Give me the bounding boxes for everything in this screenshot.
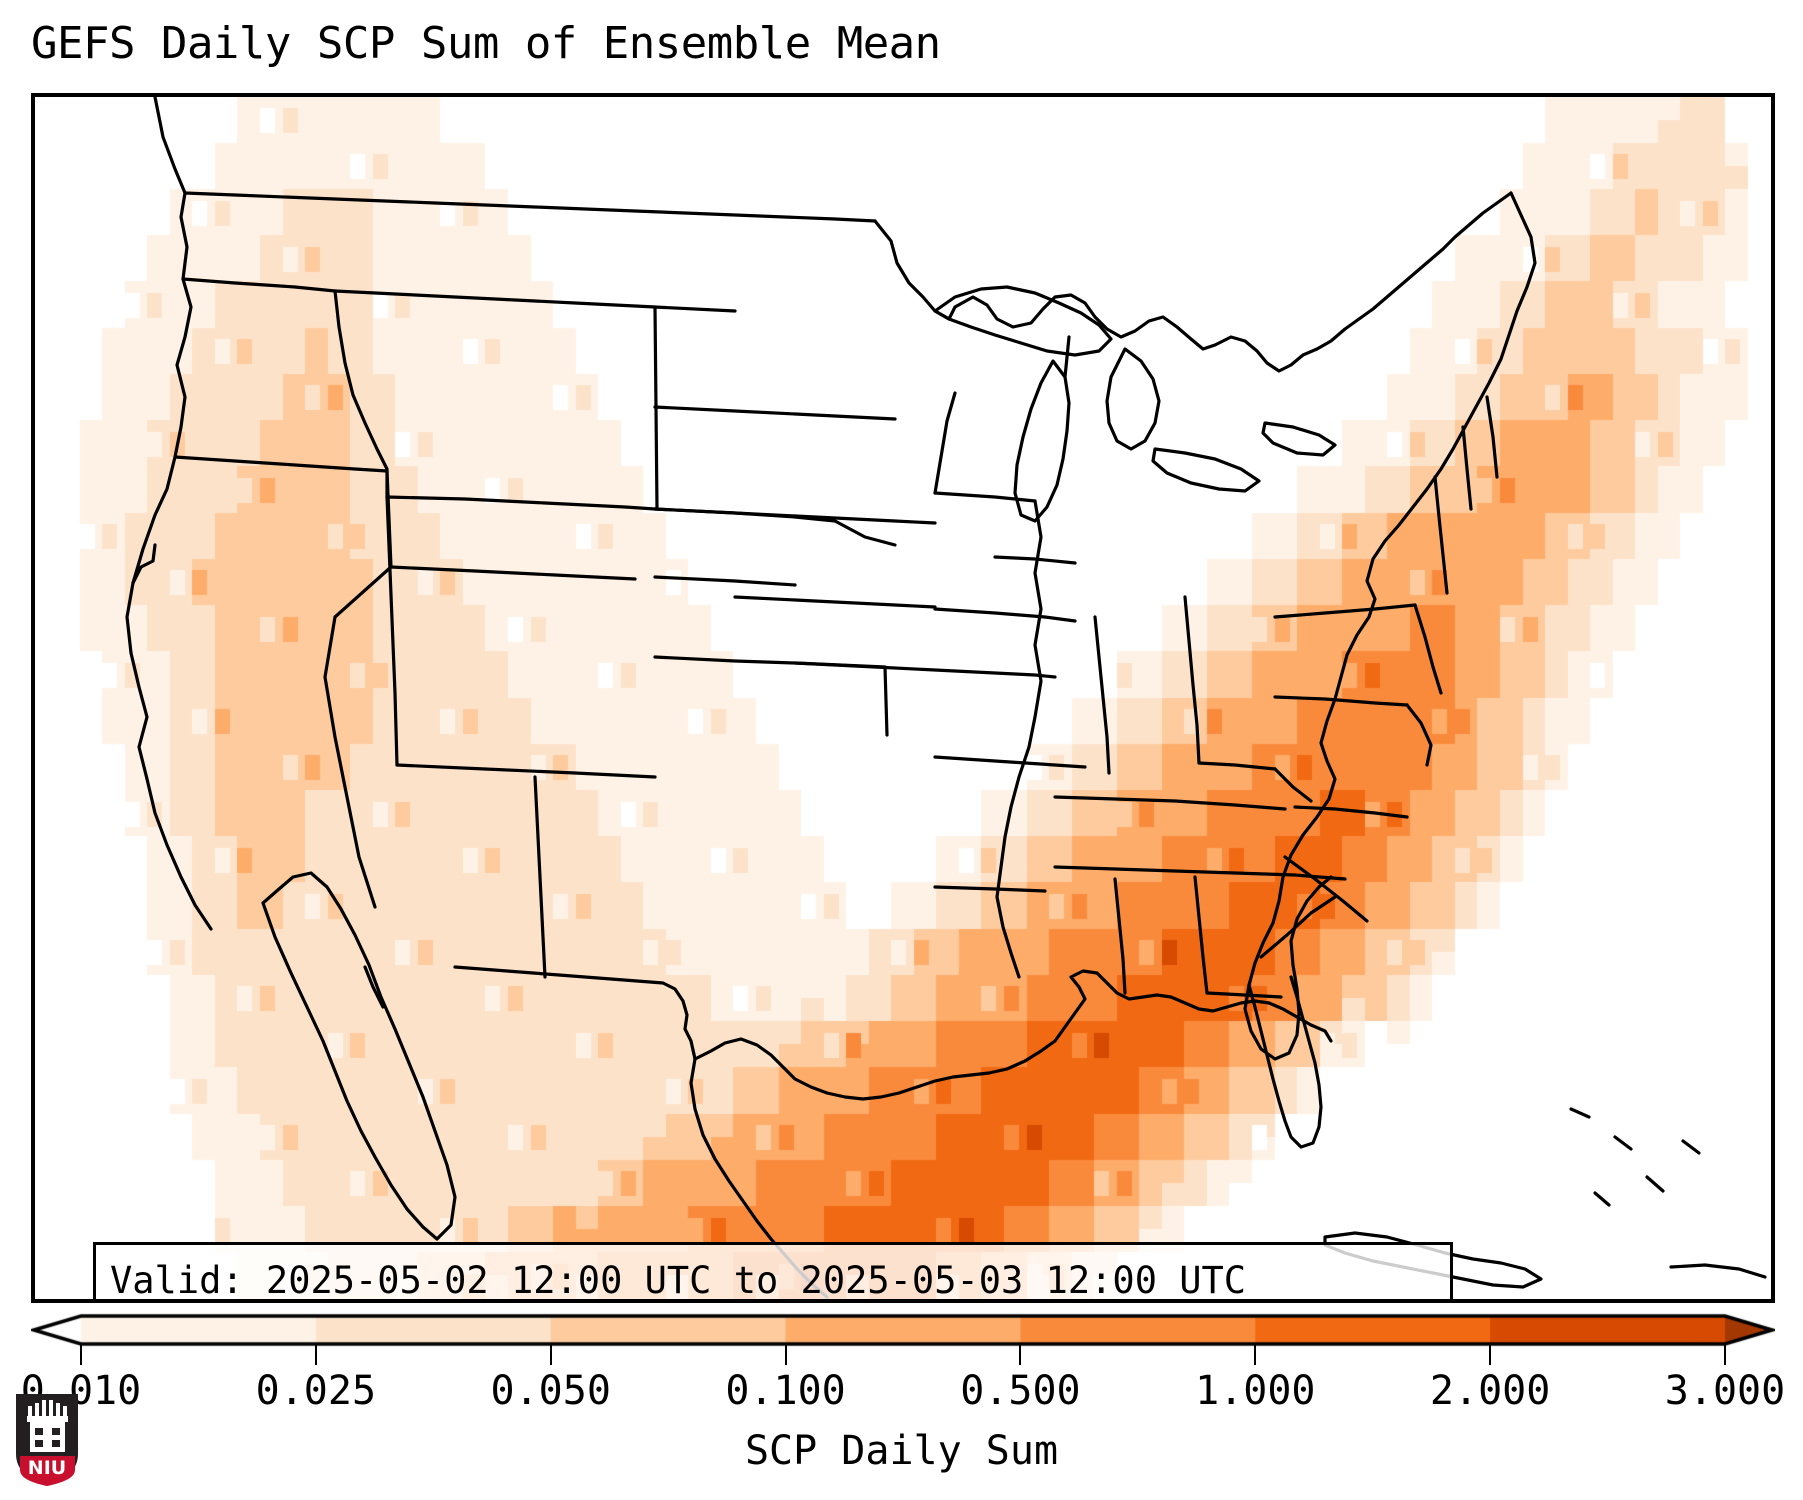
border-canada-east [873, 191, 1513, 373]
colorbar-tick-label: 1.000 [1195, 1368, 1316, 1414]
colorbar-tick-label: 0.050 [490, 1368, 611, 1414]
state-border-az-nm-south [395, 763, 657, 779]
state-border-oh-pa-wv [1197, 761, 1277, 771]
colorbar[interactable] [31, 1308, 1775, 1354]
colorbar-tick [1724, 1345, 1726, 1365]
geographic-boundaries [125, 97, 1767, 1299]
state-border-nv-ut-az [323, 469, 393, 909]
map-panel[interactable]: Valid: 2025-05-02 12:00 UTC to 2025-05-0… [31, 93, 1775, 1303]
state-border-ia-mo [933, 607, 1077, 623]
state-border-wy-co [385, 495, 657, 511]
colorbar-tick-label: 0.500 [960, 1368, 1081, 1414]
coastline-california [131, 543, 157, 585]
state-border-id-mt-wy [333, 289, 389, 499]
state-border-sd-ne [653, 507, 897, 547]
state-border-in-oh [1183, 595, 1201, 765]
colorbar-tick [1254, 1345, 1257, 1365]
lake-huron [1105, 347, 1161, 451]
logo-band [20, 1456, 75, 1486]
gulf-of-california [363, 965, 385, 1009]
state-border-nc-sc [1283, 855, 1369, 923]
state-border-ut-az-nm [389, 565, 637, 581]
state-border-ny-east [1413, 603, 1443, 695]
lake-ontario [1261, 421, 1337, 457]
colorbar-ticks [31, 1345, 1775, 1367]
niu-logo[interactable]: NIU [14, 1392, 80, 1488]
state-border-mt-wy-sd [333, 289, 737, 313]
state-border-ky-tn [1053, 795, 1287, 811]
border-mexico-riogrande [453, 965, 697, 1061]
state-border-ne-ks [733, 595, 937, 609]
state-border-mi-upper [1063, 335, 1071, 379]
colorbar-tick-labels: 0.010 0.025 0.050 0.100 0.500 1.000 2.000 3.000 [0, 1368, 1803, 1428]
state-border-ok-panhandle [653, 655, 889, 737]
state-border-mn-wi [933, 391, 957, 495]
state-border-sc-ga [1259, 895, 1337, 959]
colorbar-tick [1489, 1345, 1492, 1365]
state-border-nm-tx [533, 775, 547, 979]
logo-tower-windows [35, 1428, 60, 1447]
state-border-nd-sd [653, 405, 897, 421]
lake-erie [1151, 447, 1261, 493]
colorbar-tick-label: 0.100 [725, 1368, 846, 1414]
state-border-ks-ok [793, 661, 1057, 679]
coastline-bahamas [1569, 1107, 1701, 1207]
state-border-nj-de-md [1405, 703, 1433, 767]
state-border-wi-il [993, 555, 1077, 565]
colorbar-tick [784, 1345, 787, 1365]
state-border-or-ca-nv [173, 455, 389, 473]
colorbar-tick-label: 2.000 [1429, 1368, 1551, 1414]
page-title: GEFS Daily SCP Sum of Ensemble Mean [31, 18, 941, 69]
colorbar-tick-label: 3.000 [1664, 1368, 1786, 1414]
coastline-florida [1247, 975, 1323, 1149]
state-border-me-nh [1485, 395, 1499, 479]
colorbar-gradient [31, 1308, 1775, 1354]
scp-heatmap-grid [35, 97, 1771, 1299]
colorbar-tick [1019, 1345, 1022, 1365]
map-stack [35, 97, 1771, 1299]
colorbar-tick [549, 1345, 552, 1365]
state-border-mo-ar [933, 755, 1087, 769]
state-border-wa-or [181, 277, 337, 293]
state-border-pa-ny [1273, 603, 1417, 619]
state-border-co-south [653, 575, 797, 587]
state-border-va-nc [1293, 805, 1409, 819]
colorbar-label: SCP Daily Sum [744, 1428, 1059, 1474]
coastline-baja [261, 871, 457, 1241]
state-border-il-in [1093, 615, 1111, 775]
border-canada-49n [183, 191, 877, 223]
coastline-pacific [125, 97, 213, 931]
state-border-ga-fl [1205, 991, 1283, 999]
state-border-mississippi-river [995, 499, 1043, 979]
state-border-wv-va [1273, 767, 1313, 803]
state-border-ms-al [1113, 877, 1127, 995]
lake-superior [933, 285, 1113, 357]
coastline-hispaniola [1669, 1263, 1767, 1279]
state-border-ny-vt-nh [1433, 475, 1449, 595]
colorbar-tick-label: 0.025 [255, 1368, 377, 1414]
coastline-gulf [693, 969, 1333, 1101]
colorbar-tick [314, 1345, 317, 1365]
state-border-vt-nh [1461, 425, 1473, 511]
annotation-box: Valid: 2025-05-02 12:00 UTC to 2025-05-0… [93, 1242, 1453, 1302]
logo-text: NIU [28, 1457, 66, 1479]
state-border-mn-ia [933, 491, 1037, 503]
state-border-tn-south [1053, 865, 1347, 881]
state-border-pa-md [1273, 695, 1409, 707]
state-border-ar-la [933, 885, 1047, 893]
state-border-al-ga [1193, 875, 1209, 995]
coastline-atlantic [1243, 191, 1537, 1061]
valid-time-text: Valid: 2025-05-02 12:00 UTC to 2025-05-0… [110, 1259, 1247, 1302]
lake-michigan [1013, 359, 1071, 523]
colorbar-tick [80, 1345, 82, 1365]
